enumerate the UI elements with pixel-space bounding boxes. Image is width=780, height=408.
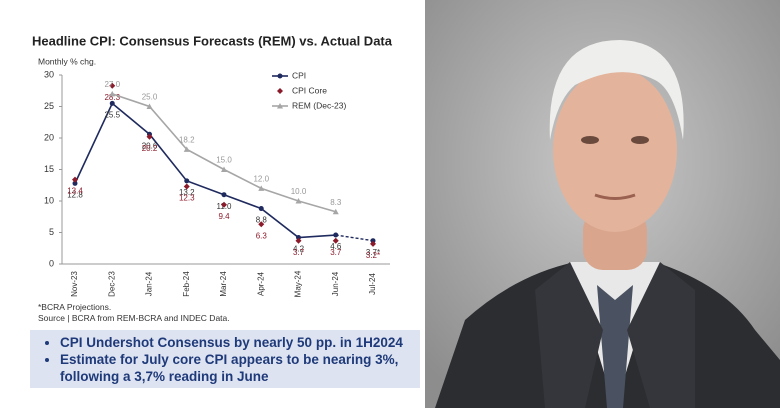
x-tick-label: Mar-24	[219, 271, 228, 297]
x-tick-label: Jan-24	[145, 271, 154, 296]
legend-label: CPI Core	[292, 85, 327, 95]
x-tick-label: Feb-24	[182, 271, 191, 297]
data-label: 18.2	[179, 135, 195, 144]
hair	[549, 40, 684, 140]
y-tick-label: 10	[44, 195, 54, 205]
x-tick-label: Apr-24	[256, 271, 265, 296]
eye	[631, 136, 649, 144]
data-label: 6.3	[256, 231, 268, 240]
tie	[597, 285, 633, 408]
data-label: 3.2*	[366, 251, 380, 260]
lapel	[535, 262, 603, 408]
data-point	[109, 100, 115, 106]
y-tick-label: 25	[44, 101, 54, 111]
data-label: 4.6	[330, 242, 342, 251]
mouth	[594, 193, 636, 200]
chart: Headline CPI: Consensus Forecasts (REM) …	[32, 33, 393, 297]
note: Source | BCRA from REM-BCRA and INDEC Da…	[38, 313, 230, 323]
data-label: 3.7	[330, 248, 342, 257]
data-point	[72, 180, 78, 186]
face	[553, 68, 677, 232]
x-tick-label: Nov-23	[70, 271, 79, 297]
data-label: 13.4	[67, 187, 83, 196]
data-point	[258, 206, 264, 212]
data-label: 27.0	[104, 80, 120, 89]
data-point	[295, 237, 302, 244]
photo	[425, 0, 780, 408]
data-label: 28.3	[104, 93, 120, 102]
y-tick-label: 5	[49, 227, 54, 237]
data-point	[370, 240, 376, 247]
data-label: 15.0	[216, 156, 232, 165]
note: *BCRA Projections.	[38, 302, 112, 312]
data-point	[221, 192, 227, 198]
data-point	[258, 185, 265, 191]
data-point	[221, 201, 227, 208]
chart-title: Headline CPI: Consensus Forecasts (REM) …	[32, 33, 393, 48]
data-point	[183, 183, 190, 190]
legend-marker	[277, 88, 283, 94]
data-point	[221, 166, 227, 172]
data-point	[183, 146, 190, 152]
data-label: 3.7	[293, 248, 305, 257]
y-tick-label: 0	[49, 258, 54, 268]
data-point	[72, 176, 78, 183]
series-line	[74, 102, 336, 239]
legend-marker	[277, 103, 283, 109]
legend-marker	[277, 73, 283, 79]
bullet: CPI Undershot Consensus by nearly 50 pp.…	[60, 334, 412, 351]
bullet-box: CPI Undershot Consensus by nearly 50 pp.…	[30, 330, 420, 388]
data-label: 3.7*	[366, 248, 380, 257]
notes: *BCRA Projections. Source | BCRA from RE…	[38, 302, 230, 324]
eye	[581, 136, 599, 144]
data-point	[295, 198, 302, 204]
legend-label: REM (Dec-23)	[292, 100, 346, 110]
data-point	[184, 178, 190, 184]
x-tick-label: Dec-23	[107, 271, 116, 297]
data-label: 25.5	[104, 110, 120, 119]
data-point	[332, 208, 339, 215]
data-point	[146, 133, 153, 140]
lapel	[627, 262, 695, 408]
data-label: 12.3	[179, 194, 195, 203]
data-label: 10.0	[291, 187, 307, 196]
data-label: 12.8	[67, 190, 83, 199]
data-point	[332, 237, 339, 244]
data-point	[370, 238, 376, 244]
data-point	[333, 232, 339, 238]
y-tick-label: 20	[44, 132, 54, 142]
x-tick-label: May-24	[294, 270, 303, 297]
data-label: 9.4	[218, 212, 230, 221]
data-point	[146, 103, 153, 109]
data-label: 13.2	[179, 188, 195, 197]
bullet: Estimate for July core CPI appears to be…	[60, 351, 412, 385]
data-point	[109, 82, 116, 89]
x-tick-label: Jun-24	[331, 271, 340, 296]
projection-line	[335, 234, 374, 242]
data-point	[258, 221, 265, 228]
legend-label: CPI	[292, 70, 306, 80]
data-label: 20.2	[142, 144, 158, 153]
data-label: 20.6	[142, 141, 158, 150]
data-label: 8.3	[330, 198, 342, 207]
data-label: 8.8	[256, 216, 268, 225]
data-label: 4.2	[293, 245, 305, 254]
y-tick-label: 30	[44, 69, 54, 79]
data-point	[109, 90, 116, 97]
data-label: 12.0	[253, 175, 269, 184]
data-point	[296, 235, 301, 241]
x-tick-label: Jul-24	[368, 273, 377, 295]
y-axis-label: Monthly % chg.	[38, 56, 96, 66]
y-tick-label: 15	[44, 164, 54, 174]
data-label: 25.0	[142, 93, 158, 102]
